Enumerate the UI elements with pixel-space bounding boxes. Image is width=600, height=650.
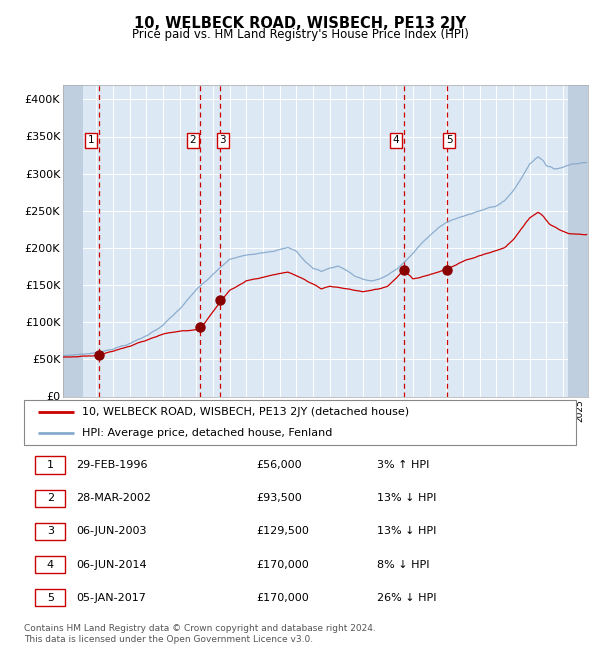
Text: 06-JUN-2003: 06-JUN-2003 (76, 526, 147, 536)
Bar (568, 84, 588, 396)
Text: 3% ↑ HPI: 3% ↑ HPI (377, 460, 430, 470)
Text: 5: 5 (47, 593, 54, 603)
Text: 13% ↓ HPI: 13% ↓ HPI (377, 526, 437, 536)
Text: 4: 4 (392, 135, 400, 145)
Text: 4: 4 (47, 560, 54, 569)
Text: 1: 1 (88, 135, 94, 145)
Text: 13% ↓ HPI: 13% ↓ HPI (377, 493, 437, 503)
Text: HPI: Average price, detached house, Fenland: HPI: Average price, detached house, Fenl… (82, 428, 332, 438)
Text: 2: 2 (190, 135, 196, 145)
Text: 06-JUN-2014: 06-JUN-2014 (76, 560, 147, 569)
Bar (63, 84, 83, 396)
Text: Contains HM Land Registry data © Crown copyright and database right 2024.
This d: Contains HM Land Registry data © Crown c… (24, 624, 376, 644)
Bar (35, 589, 65, 606)
Text: 28-MAR-2002: 28-MAR-2002 (76, 493, 151, 503)
Bar (35, 489, 65, 507)
Bar (35, 556, 65, 573)
Text: 2: 2 (47, 493, 54, 503)
Text: 10, WELBECK ROAD, WISBECH, PE13 2JY (detached house): 10, WELBECK ROAD, WISBECH, PE13 2JY (det… (82, 408, 409, 417)
Text: £56,000: £56,000 (256, 460, 301, 470)
Text: 05-JAN-2017: 05-JAN-2017 (76, 593, 146, 603)
Text: £129,500: £129,500 (256, 526, 309, 536)
Text: 10, WELBECK ROAD, WISBECH, PE13 2JY: 10, WELBECK ROAD, WISBECH, PE13 2JY (134, 16, 466, 31)
Bar (35, 456, 65, 474)
Text: 29-FEB-1996: 29-FEB-1996 (76, 460, 148, 470)
Text: £170,000: £170,000 (256, 593, 308, 603)
Text: 8% ↓ HPI: 8% ↓ HPI (377, 560, 430, 569)
Text: 26% ↓ HPI: 26% ↓ HPI (377, 593, 437, 603)
Bar (35, 523, 65, 540)
Text: 1: 1 (47, 460, 54, 470)
Text: 3: 3 (220, 135, 226, 145)
Text: 3: 3 (47, 526, 54, 536)
Text: £93,500: £93,500 (256, 493, 302, 503)
Text: £170,000: £170,000 (256, 560, 308, 569)
Text: Price paid vs. HM Land Registry's House Price Index (HPI): Price paid vs. HM Land Registry's House … (131, 28, 469, 41)
Text: 5: 5 (446, 135, 452, 145)
